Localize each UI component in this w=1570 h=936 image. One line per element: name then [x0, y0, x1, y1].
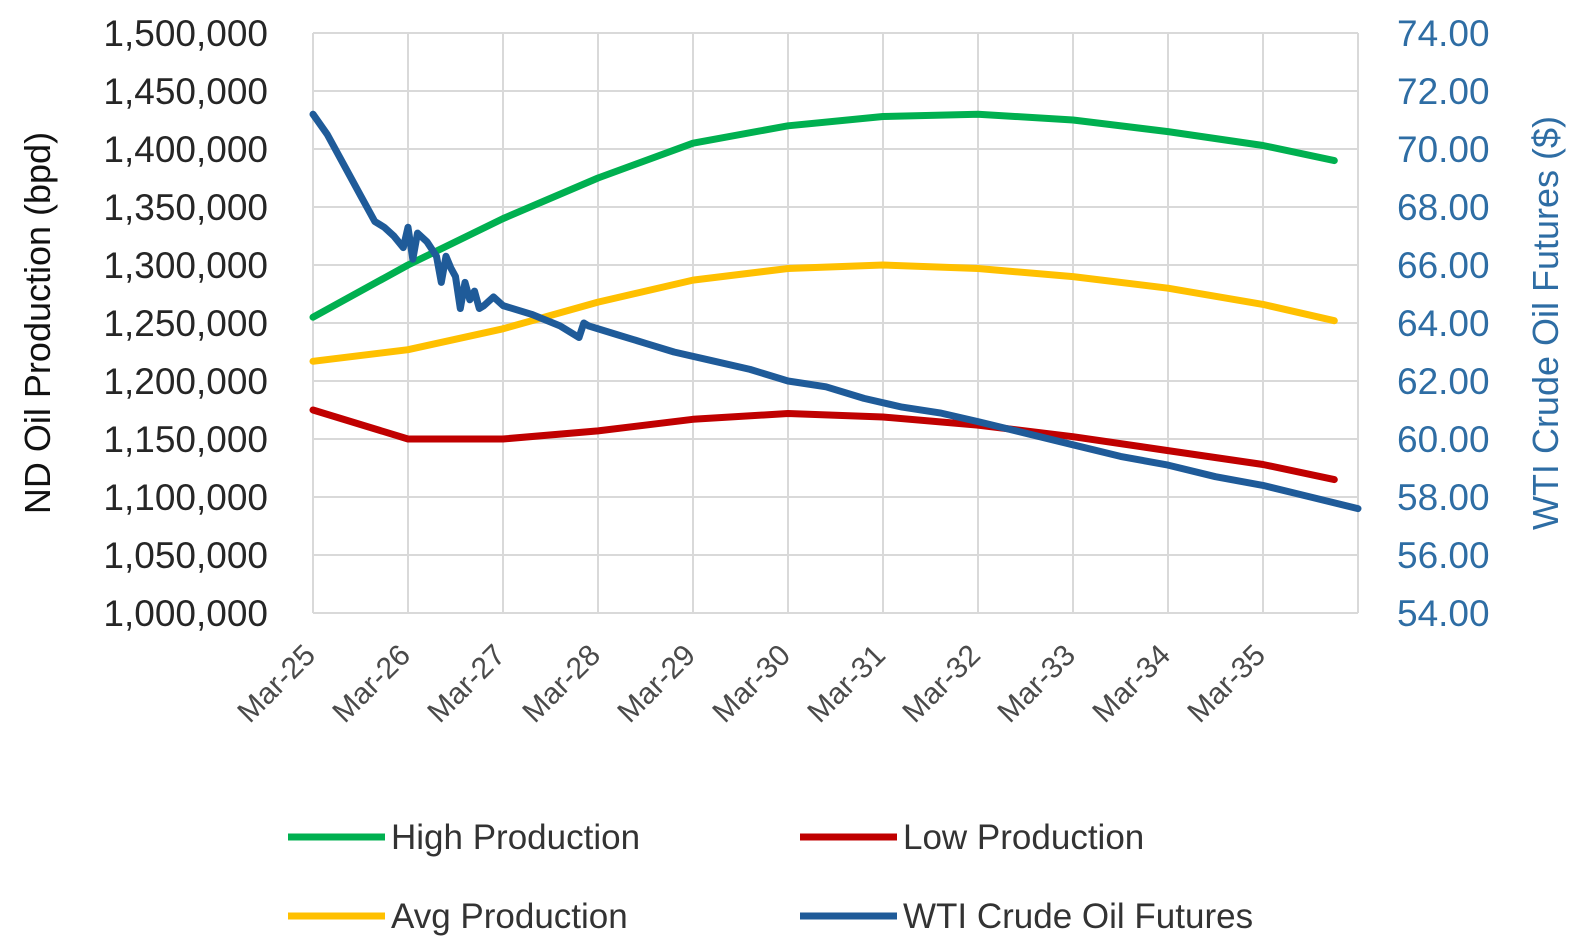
x-tick-label: Mar-30: [706, 639, 797, 730]
y-tick-label: 1,500,000: [103, 13, 268, 54]
x-tick-label: Mar-31: [801, 639, 892, 730]
y-tick-label: 1,150,000: [103, 419, 268, 460]
legend: High Production Low Production Avg Product…: [288, 818, 1253, 936]
y2-tick-label: 58.00: [1397, 477, 1490, 518]
x-tick-label: Mar-32: [896, 639, 987, 730]
series-line-wti-crude-oil-futures: [309, 110, 1362, 513]
y-tick-label: 1,050,000: [103, 535, 268, 576]
y-axis-left-ticks: 1,000,000 1,050,000 1,100,000 1,150,000 1,20…: [103, 13, 268, 634]
x-tick-label: Mar-27: [421, 639, 512, 730]
series-lines: [309, 110, 1362, 513]
y2-tick-label: 62.00: [1397, 361, 1490, 402]
x-tick-label: Mar-35: [1181, 639, 1272, 730]
y2-tick-label: 66.00: [1397, 245, 1490, 286]
x-tick-label: Mar-25: [231, 639, 322, 730]
legend-label: WTI Crude Oil Futures: [903, 897, 1253, 936]
legend-label: Avg Production: [391, 897, 628, 936]
y-axis-right-title: WTI Crude Oil Futures ($): [1525, 116, 1566, 530]
x-tick-label: Mar-33: [991, 639, 1082, 730]
y2-tick-label: 56.00: [1397, 535, 1490, 576]
x-axis-ticks: Mar-25 Mar-26 Mar-27 Mar-28 Mar-29 Mar-30 Mar-…: [231, 639, 1272, 730]
y-tick-label: 1,250,000: [103, 303, 268, 344]
y-tick-label: 1,300,000: [103, 245, 268, 286]
y-axis-right-ticks: 54.00 56.00 58.00 60.00 62.00 64.00 66.00 68.00…: [1397, 13, 1490, 634]
y2-tick-label: 72.00: [1397, 71, 1490, 112]
x-tick-label: Mar-26: [326, 639, 417, 730]
y-tick-label: 1,350,000: [103, 187, 268, 228]
y-tick-label: 1,100,000: [103, 477, 268, 518]
y-tick-label: 1,400,000: [103, 129, 268, 170]
y2-tick-label: 64.00: [1397, 303, 1490, 344]
y-tick-label: 1,450,000: [103, 71, 268, 112]
x-tick-label: Mar-28: [516, 639, 607, 730]
legend-label: High Production: [391, 818, 640, 857]
series-line-high-production: [309, 110, 1338, 321]
y2-tick-label: 60.00: [1397, 419, 1490, 460]
series-line-avg-production: [309, 261, 1338, 365]
legend-label: Low Production: [903, 818, 1144, 857]
x-tick-label: Mar-34: [1086, 639, 1177, 730]
y2-tick-label: 70.00: [1397, 129, 1490, 170]
y-tick-label: 1,000,000: [103, 593, 268, 634]
y2-tick-label: 54.00: [1397, 593, 1490, 634]
series-line-low-production: [309, 406, 1338, 484]
y-axis-left-title: ND Oil Production (bpd): [17, 132, 58, 514]
x-tick-label: Mar-29: [611, 639, 702, 730]
y2-tick-label: 74.00: [1397, 13, 1490, 54]
y-tick-label: 1,200,000: [103, 361, 268, 402]
y2-tick-label: 68.00: [1397, 187, 1490, 228]
gridlines-horizontal: [313, 32, 1358, 614]
